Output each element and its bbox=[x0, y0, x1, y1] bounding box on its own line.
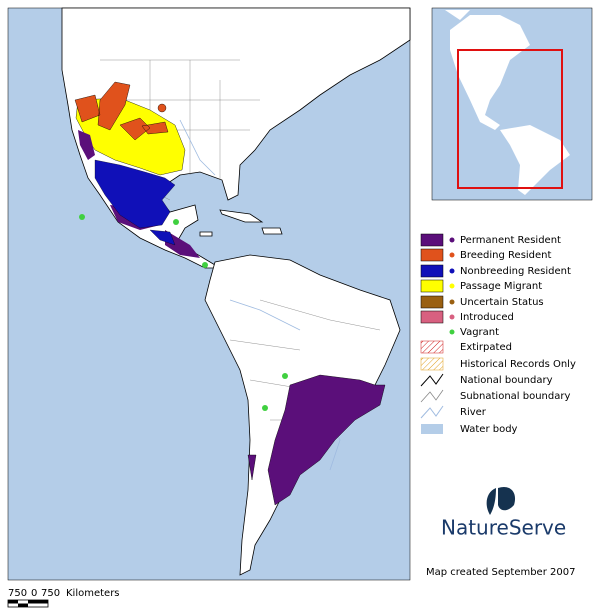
legend-label: River bbox=[460, 407, 487, 418]
legend-label: Uncertain Status bbox=[460, 297, 544, 308]
legend-label: Historical Records Only bbox=[460, 359, 576, 370]
legend-label: Permanent Resident bbox=[460, 235, 561, 246]
legend-label: Subnational boundary bbox=[460, 391, 570, 402]
permanent-range-north bbox=[78, 130, 200, 258]
legend-label: Nonbreeding Resident bbox=[460, 266, 571, 277]
legend-label: Water body bbox=[460, 424, 518, 435]
breeding-range bbox=[74, 81, 169, 141]
vagrant-records bbox=[79, 214, 288, 411]
caribbean bbox=[199, 209, 283, 237]
logo: NatureServe bbox=[441, 486, 566, 540]
scale-unit: Kilometers bbox=[66, 588, 120, 599]
scale-label: 750 bbox=[8, 588, 27, 599]
legend: Permanent Resident Breeding Resident Nonbr… bbox=[460, 235, 576, 435]
legend-label: Introduced bbox=[460, 312, 514, 323]
legend-label: Extirpated bbox=[460, 342, 512, 353]
legend-label: Vagrant bbox=[460, 327, 499, 338]
legend-label: Passage Migrant bbox=[460, 281, 542, 292]
permanent-range-south bbox=[247, 374, 386, 506]
scale-bar: 750 0 750 Kilometers bbox=[7, 588, 120, 608]
legend-swatches bbox=[420, 233, 455, 434]
legend-label: National boundary bbox=[460, 375, 553, 386]
scale-label: 0 bbox=[31, 588, 37, 599]
logo-text: NatureServe bbox=[441, 516, 566, 540]
nonbreeding-range bbox=[94, 159, 176, 246]
legend-label: Breeding Resident bbox=[460, 250, 552, 261]
scale-label: 750 bbox=[41, 588, 60, 599]
inset-map bbox=[431, 7, 593, 201]
main-map bbox=[7, 7, 411, 581]
credit: Map created September 2007 bbox=[426, 567, 575, 578]
